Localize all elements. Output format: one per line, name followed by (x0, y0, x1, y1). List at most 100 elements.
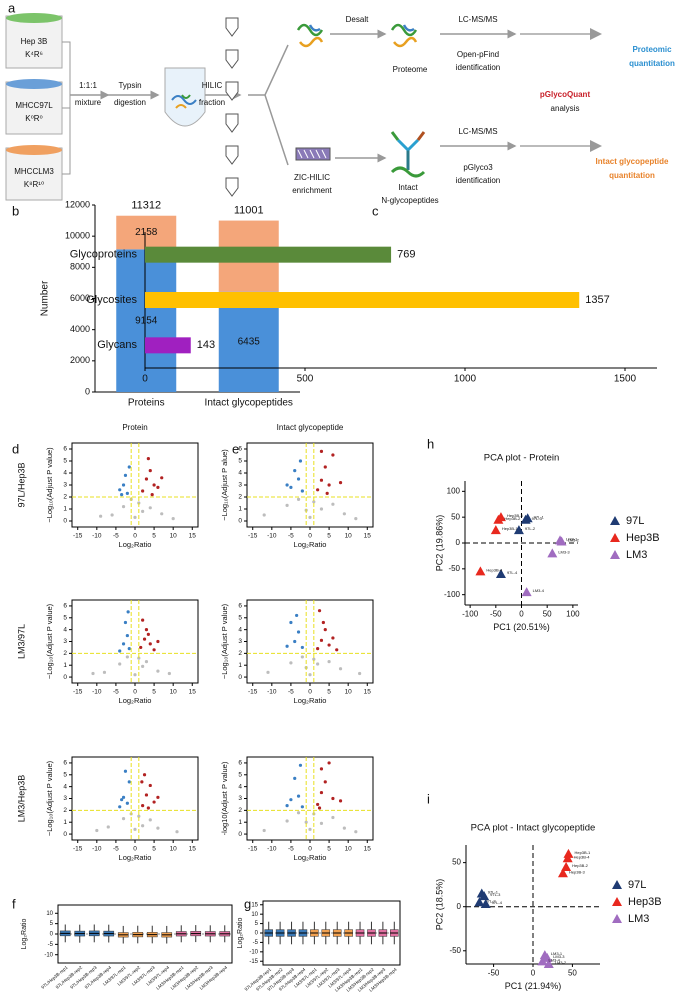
y-tick-label: 0 (63, 518, 67, 525)
x-axis-label: Log₂Ratio (294, 696, 327, 705)
step-text: Open-pFind (457, 50, 499, 59)
point-label: LM3-3 (553, 954, 565, 959)
point (141, 489, 145, 493)
y-tick-label: 5 (63, 772, 67, 779)
point (137, 814, 141, 818)
point (319, 478, 324, 482)
point (557, 868, 568, 878)
sample-name: Hep 3B (21, 37, 48, 46)
point (308, 673, 312, 677)
y-axis-label: −Log₁₀(Adjust P alue) (220, 449, 229, 521)
point-label: Hep3B-1 (502, 526, 519, 531)
y-tick-label: 1 (238, 662, 242, 669)
point (547, 548, 558, 558)
point (148, 783, 152, 788)
point (316, 488, 320, 492)
point-label: 97L-3 (532, 516, 543, 521)
point (298, 459, 303, 463)
point (312, 500, 316, 504)
point (319, 638, 324, 642)
bracket (62, 41, 71, 175)
x-tick-label: 100 (566, 610, 580, 619)
chart: LM3/97L -15 -10 -5 0 5 10 15 0 1 2 3 4 5 6 −Log₁₀(Adjus… (16, 599, 199, 705)
chart: c 0 500 1000 1500 769 Glycoproteins 1357 Glycosi… (70, 203, 657, 385)
legend-marker (610, 516, 620, 525)
chart: d Protein 97L/Hep3B -15 -10 -5 0 5 10 15 0 1 2 3 4 5 6 −L… (12, 423, 199, 549)
point (144, 793, 149, 797)
y-tick-label: 2 (63, 494, 67, 501)
x-tick-label: 0 (133, 532, 137, 539)
panel-label: b (12, 203, 19, 218)
point (562, 853, 573, 863)
point (140, 780, 144, 784)
y-tick-label: 6 (238, 760, 242, 767)
point (296, 477, 301, 481)
y-axis-label: Number (40, 280, 51, 316)
point (335, 648, 339, 652)
point-label: LM3-2 (568, 538, 580, 543)
point (331, 502, 335, 506)
y-axis-label: PC2 (18.5%) (434, 879, 444, 931)
x-tick-label: 10 (170, 845, 178, 852)
point (296, 630, 301, 634)
step-text: LC-MS/MS (458, 127, 497, 136)
x-tick-label: 0 (133, 688, 137, 695)
point (156, 826, 160, 830)
sample-name: MHCC97L (15, 101, 53, 110)
point (293, 639, 297, 644)
point (331, 815, 335, 820)
result-text: quantitation (609, 171, 655, 180)
panel-label: e (232, 441, 239, 456)
y-tick-label: 6 (238, 603, 242, 610)
point (156, 795, 160, 799)
sample-name: MHCCLM3 (14, 167, 54, 176)
step-text: identification (456, 63, 500, 72)
point (118, 649, 122, 653)
y-tick-label: 12000 (65, 199, 90, 209)
y-tick-label: 3 (238, 482, 242, 489)
branch (248, 44, 289, 166)
x-tick-label: 0 (519, 610, 524, 619)
y-tick-label: 3 (238, 638, 242, 645)
y-tick-label: 0 (63, 674, 67, 681)
y-tick-label: 50 (452, 858, 461, 867)
y-tick-label: -50 (448, 564, 460, 573)
point (266, 670, 270, 674)
y-tick-label: 0 (457, 902, 462, 911)
value-label: 6435 (238, 337, 261, 348)
point (152, 483, 156, 487)
point (156, 669, 160, 673)
y-tick-label: 4 (238, 783, 242, 790)
point (327, 761, 331, 765)
y-tick-label: -100 (444, 590, 461, 599)
y-tick-label: 0 (238, 674, 242, 681)
point (141, 509, 145, 513)
x-tick-label: -5 (288, 688, 294, 695)
point (127, 780, 131, 784)
sample-label: K⁴R⁶ (25, 50, 43, 59)
total-label: 11001 (234, 204, 264, 216)
point (338, 799, 343, 803)
row-label: LM3/97L (16, 624, 26, 659)
row-label: LM3/Hep3B (16, 775, 26, 823)
step-text: HILIC (202, 81, 223, 90)
y-tick-label: 2 (238, 650, 242, 657)
y-tick-label: 4 (63, 626, 67, 633)
x-tick-label: -5 (288, 845, 294, 852)
legend-marker (612, 914, 622, 923)
x-axis-label: Log₂Ratio (119, 696, 152, 705)
point (358, 671, 362, 676)
total-label: 11312 (131, 200, 161, 212)
point-label: 97L-3 (490, 892, 501, 897)
y-tick-label: 0 (50, 932, 54, 938)
point (331, 453, 335, 457)
legend-label: LM3 (628, 913, 649, 925)
point-label: Hep3B-2 (572, 863, 589, 868)
x-tick-label: 5 (327, 845, 331, 852)
panel-label: h (427, 436, 434, 451)
legend-marker (610, 550, 620, 559)
point (285, 644, 289, 648)
step-text: analysis (551, 104, 580, 113)
x-tick-label: 1000 (454, 374, 477, 385)
point (327, 660, 331, 664)
